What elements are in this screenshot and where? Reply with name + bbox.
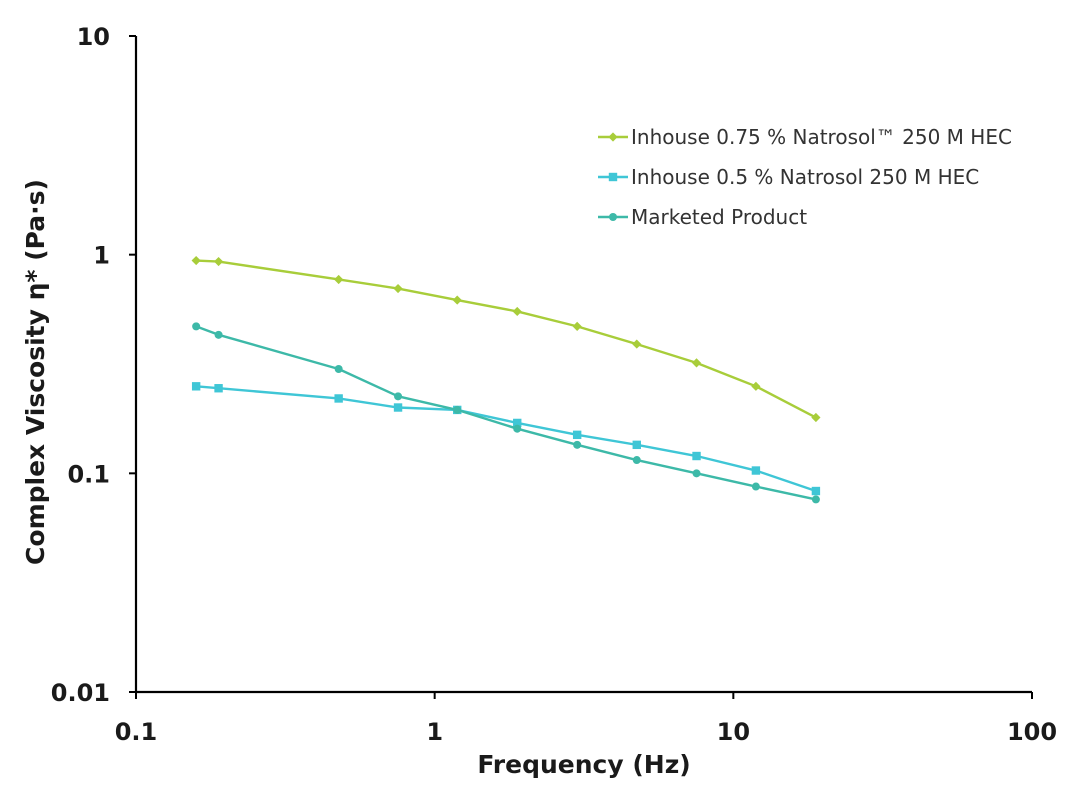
legend: Inhouse 0.75 % Natrosol™ 250 M HEC Inhous… xyxy=(598,125,1012,229)
legend-marker xyxy=(608,132,618,142)
data-point xyxy=(572,430,582,440)
data-point xyxy=(811,486,821,496)
legend-marker xyxy=(608,172,618,182)
series-2 xyxy=(191,382,821,496)
x-tick-label: 10 xyxy=(717,718,750,746)
data-point xyxy=(751,466,761,475)
series-line xyxy=(195,325,817,501)
data-point xyxy=(334,394,343,403)
data-point xyxy=(751,482,760,491)
legend-entry: Marketed Product xyxy=(598,205,807,229)
data-point xyxy=(691,358,702,368)
data-point xyxy=(513,424,522,433)
legend-entry: Inhouse 0.5 % Natrosol 250 M HEC xyxy=(598,165,979,189)
data-point xyxy=(393,283,403,294)
x-ticks: 0.1 1 10 100 xyxy=(115,692,1057,746)
data-point xyxy=(452,295,462,305)
data-point xyxy=(393,403,403,412)
data-point xyxy=(214,384,223,393)
data-point xyxy=(213,256,224,267)
data-point xyxy=(751,381,761,391)
data-point xyxy=(453,405,462,414)
series-1 xyxy=(191,255,821,423)
data-point xyxy=(192,322,201,331)
data-point xyxy=(632,339,642,349)
data-point xyxy=(573,440,582,449)
data-point xyxy=(512,306,522,317)
data-point xyxy=(191,382,201,391)
y-tick-label: 0.01 xyxy=(51,679,110,707)
series-line xyxy=(196,385,817,493)
data-point xyxy=(513,418,522,428)
y-tick-label: 0.1 xyxy=(67,460,110,488)
data-point xyxy=(632,456,641,465)
data-point xyxy=(334,274,344,285)
series-layer xyxy=(191,255,821,504)
legend-label: Inhouse 0.5 % Natrosol 250 M HEC xyxy=(631,165,979,189)
data-point xyxy=(334,365,343,374)
data-point xyxy=(191,255,201,266)
y-axis-title: Complex Viscosity η* (Pa·s) xyxy=(21,179,50,565)
legend-label: Marketed Product xyxy=(631,205,807,229)
legend-marker xyxy=(609,213,617,221)
data-point xyxy=(692,451,701,461)
legend-entry: Inhouse 0.75 % Natrosol™ 250 M HEC xyxy=(598,125,1012,149)
data-point xyxy=(632,440,641,450)
y-ticks: 0.01 0.1 1 10 xyxy=(51,23,136,707)
y-tick-label: 1 xyxy=(93,242,110,270)
data-point xyxy=(572,321,582,331)
x-tick-label: 100 xyxy=(1007,718,1057,746)
data-point xyxy=(394,392,403,401)
x-tick-label: 0.1 xyxy=(115,718,158,746)
x-tick-label: 1 xyxy=(426,718,443,746)
data-point xyxy=(811,495,820,504)
legend-label: Inhouse 0.75 % Natrosol™ 250 M HEC xyxy=(631,125,1012,149)
x-axis-title: Frequency (Hz) xyxy=(477,750,690,779)
series-3 xyxy=(192,322,820,504)
y-tick-label: 10 xyxy=(77,23,110,51)
data-point xyxy=(692,469,701,478)
data-point xyxy=(214,330,223,339)
axes xyxy=(134,36,1032,694)
data-point xyxy=(811,412,821,423)
